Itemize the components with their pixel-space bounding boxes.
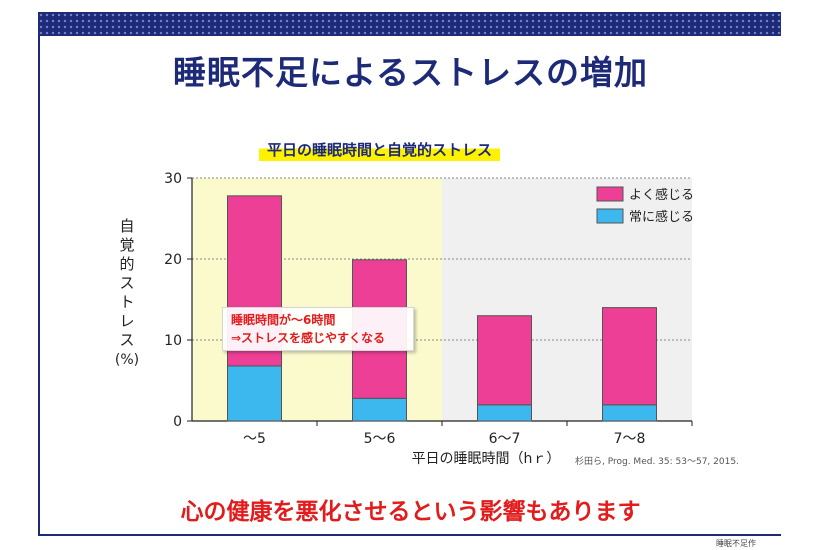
legend-swatch-always [596, 208, 624, 224]
y-axis-title-char: ス [119, 331, 134, 349]
slide-bottom-border [38, 534, 781, 536]
y-axis-title-char: 覚 [119, 236, 134, 254]
chart-title: 平日の睡眠時間と自覚的ストレス [259, 138, 501, 161]
y-tick-label: 0 [173, 414, 182, 430]
y-tick-label: 20 [164, 252, 182, 268]
bar-often [477, 315, 532, 406]
y-tick-label: 10 [164, 333, 182, 349]
y-axis-title-char: ト [119, 293, 134, 311]
y-axis-title-char: 自 [119, 217, 134, 235]
bar-always [227, 365, 282, 422]
reference-citation: 杉田ら, Prog. Med. 35: 53〜57, 2015. [575, 457, 739, 467]
x-axis-title: 平日の睡眠時間（hｒ） [412, 451, 561, 467]
y-axis-title-char: 的 [119, 255, 134, 273]
y-axis-unit: (%) [115, 352, 139, 368]
y-axis-title-char: レ [119, 312, 134, 330]
bar-always [352, 397, 407, 422]
x-tick-label: 7〜8 [614, 431, 646, 447]
slide-title: 睡眠不足によるストレスの増加 [172, 53, 648, 92]
legend-label-always: 常に感じる [629, 209, 694, 225]
callout-box: 睡眠時間が〜6時間 ⇒ストレスを感じやすくなる [222, 307, 414, 351]
slide-left-border [38, 36, 40, 536]
x-tick-label: 〜5 [243, 431, 266, 447]
x-tick-label: 6〜7 [489, 431, 521, 447]
callout-line-1: 睡眠時間が〜6時間 [231, 313, 336, 327]
footer-fragment: 睡眠不足作 [716, 539, 756, 548]
header-band [38, 12, 781, 36]
x-tick-label: 5〜6 [364, 431, 396, 447]
y-tick-label: 30 [164, 171, 182, 187]
legend-label-often: よく感じる [629, 187, 694, 203]
bar-often [602, 307, 657, 406]
bar-always [602, 404, 657, 422]
bottom-message: 心の健康を悪化させるという影響もあります [180, 499, 641, 525]
callout-line-2: ⇒ストレスを感じやすくなる [231, 331, 386, 345]
y-axis-title-char: ス [119, 274, 134, 292]
bar-always [477, 404, 532, 422]
legend-swatch-often [596, 186, 624, 202]
